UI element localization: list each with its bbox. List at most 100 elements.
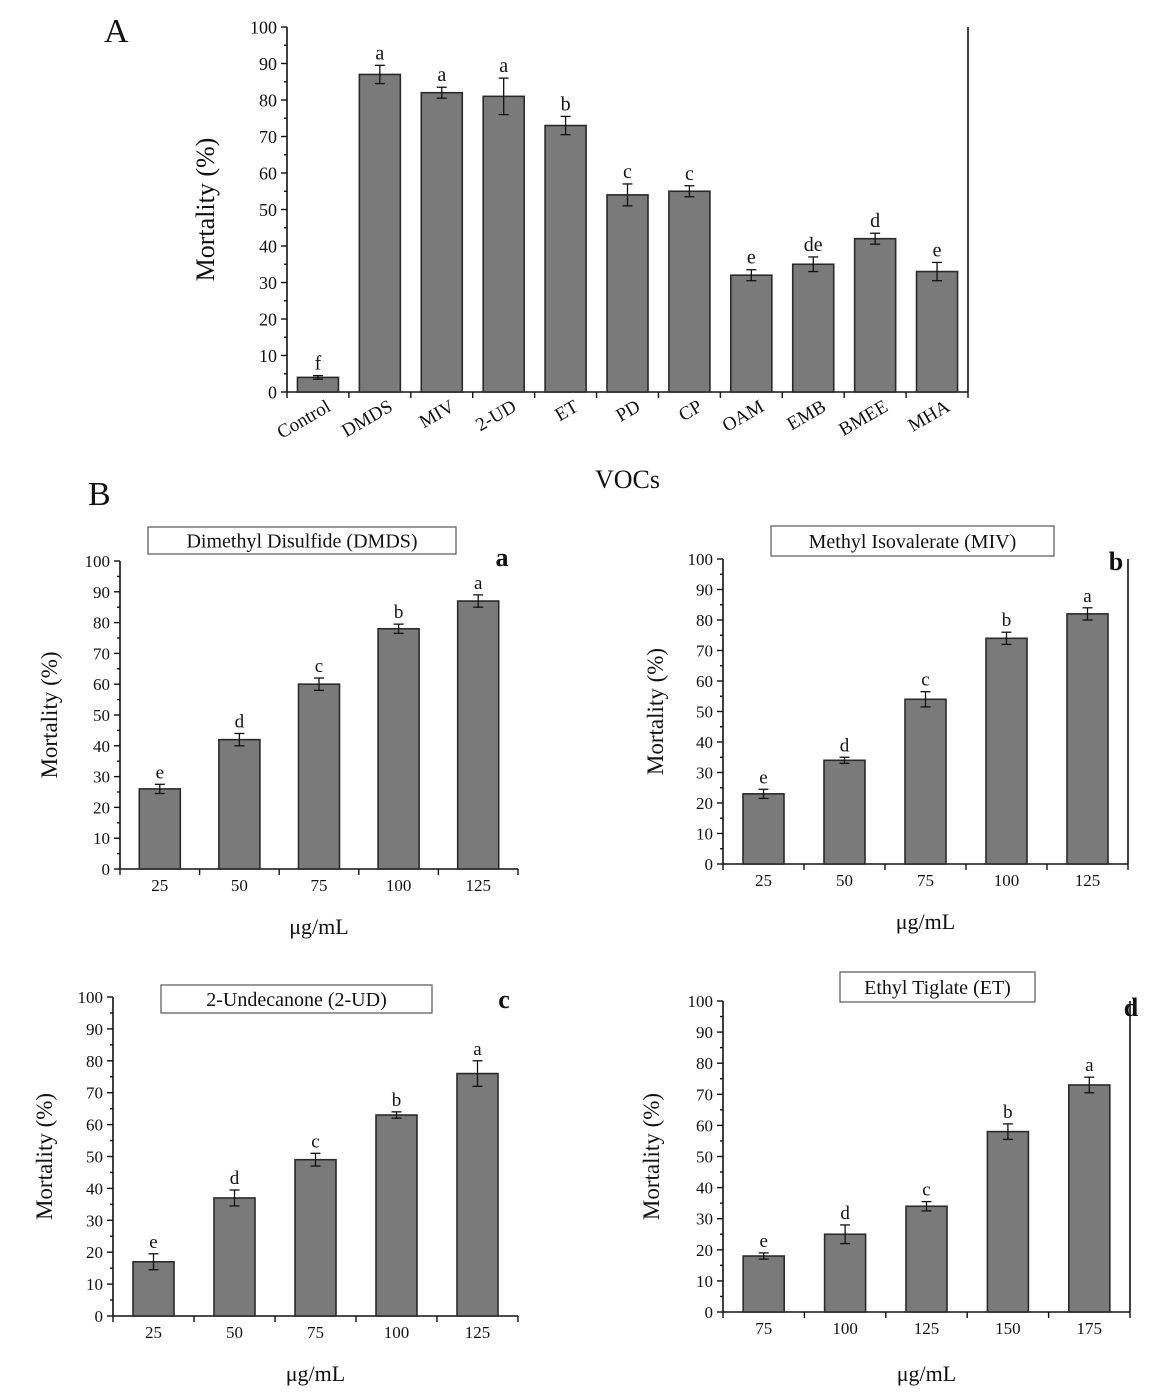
significance-letter: a bbox=[1085, 1055, 1094, 1076]
x-tick-label: 150 bbox=[995, 1319, 1021, 1338]
y-tick-label: 100 bbox=[250, 17, 277, 37]
significance-letter: b bbox=[1003, 1102, 1013, 1123]
y-tick-label: 80 bbox=[259, 90, 277, 110]
y-tick-label: 30 bbox=[86, 1211, 103, 1230]
x-tick-label: OAM bbox=[719, 396, 768, 436]
y-tick-label: 60 bbox=[86, 1116, 103, 1135]
x-tick-label: 100 bbox=[994, 871, 1020, 890]
significance-letter: b bbox=[392, 1090, 402, 1111]
bar bbox=[456, 1072, 499, 1317]
x-tick-label: 125 bbox=[914, 1319, 940, 1338]
y-tick-label: 50 bbox=[696, 1147, 713, 1166]
significance-letter: b bbox=[1002, 610, 1012, 631]
x-tick-label: ET bbox=[551, 396, 582, 426]
significance-letter: a bbox=[499, 55, 508, 77]
x-tick-label: CP bbox=[675, 396, 706, 426]
x-tick-label: 125 bbox=[465, 876, 491, 895]
x-tick-label: 75 bbox=[307, 1323, 324, 1342]
x-tick-label: 125 bbox=[465, 1323, 491, 1342]
x-tick-label: 2-UD bbox=[472, 396, 520, 436]
y-tick-label: 90 bbox=[86, 1020, 103, 1039]
y-tick-label: 70 bbox=[93, 644, 110, 663]
y-tick-label: 70 bbox=[696, 1085, 713, 1104]
bar bbox=[668, 190, 711, 393]
bar bbox=[1066, 613, 1109, 865]
x-tick-label: 50 bbox=[226, 1323, 243, 1342]
bar bbox=[915, 270, 959, 393]
significance-letter: b bbox=[394, 602, 404, 623]
bar bbox=[904, 698, 947, 865]
significance-letter: d bbox=[235, 711, 245, 732]
significance-letter: f bbox=[315, 353, 322, 375]
significance-letter: c bbox=[685, 163, 694, 185]
bar bbox=[730, 274, 773, 393]
y-tick-label: 30 bbox=[696, 1210, 713, 1229]
significance-letter: c bbox=[311, 1131, 319, 1152]
x-axis-label: μg/mL bbox=[286, 1361, 345, 1386]
x-tick-label: 100 bbox=[384, 1323, 410, 1342]
x-axis-label: μg/mL bbox=[896, 909, 955, 934]
significance-letter: e bbox=[759, 767, 767, 788]
chart-title: Ethyl Tiglate (ET) bbox=[864, 977, 1011, 999]
bar bbox=[482, 95, 525, 393]
chart-title: Dimethyl Disulfide (DMDS) bbox=[186, 531, 417, 553]
y-tick-label: 50 bbox=[93, 706, 110, 725]
y-tick-label: 0 bbox=[102, 860, 111, 879]
bar bbox=[1068, 1084, 1111, 1313]
significance-letter: a bbox=[375, 42, 384, 64]
panel-corner-label: b bbox=[1109, 547, 1123, 576]
panel-label-A: A bbox=[104, 13, 129, 50]
significance-letter: e bbox=[759, 1231, 767, 1252]
x-tick-label: MIV bbox=[416, 396, 459, 433]
x-axis-label: VOCs bbox=[595, 465, 660, 494]
chart-title: 2-Undecanone (2-UD) bbox=[206, 989, 386, 1011]
significance-letter: e bbox=[933, 239, 942, 261]
x-tick-label: DMDS bbox=[338, 396, 396, 442]
y-tick-label: 10 bbox=[259, 346, 277, 366]
y-tick-label: 0 bbox=[705, 1303, 714, 1322]
significance-letter: d bbox=[230, 1168, 240, 1189]
significance-letter: d bbox=[840, 735, 850, 756]
y-tick-label: 80 bbox=[93, 614, 110, 633]
x-tick-label: 25 bbox=[145, 1323, 162, 1342]
bar bbox=[138, 788, 182, 870]
bar bbox=[791, 263, 835, 393]
significance-letter: c bbox=[623, 161, 632, 183]
y-tick-label: 30 bbox=[93, 768, 110, 787]
significance-letter: c bbox=[315, 656, 323, 677]
y-tick-label: 80 bbox=[86, 1052, 103, 1071]
x-tick-label: 75 bbox=[311, 876, 328, 895]
bar bbox=[853, 237, 897, 393]
significance-letter: b bbox=[561, 93, 571, 115]
y-tick-label: 30 bbox=[696, 763, 713, 782]
y-tick-label: 40 bbox=[259, 236, 277, 256]
y-tick-label: 60 bbox=[259, 163, 277, 183]
y-axis-label: Mortality (%) bbox=[32, 1093, 57, 1220]
y-tick-label: 20 bbox=[86, 1243, 103, 1262]
x-axis-label: μg/mL bbox=[289, 914, 348, 939]
x-tick-label: 125 bbox=[1075, 871, 1101, 890]
chart-d: 0 10 20 30 40 50 60 70 80 90 100 e 75 d 100 c 125 b 150 a 17… bbox=[639, 971, 1139, 1386]
significance-letter: a bbox=[473, 1039, 482, 1060]
panel-corner-label: d bbox=[1124, 993, 1139, 1022]
y-tick-label: 40 bbox=[696, 1179, 713, 1198]
bar bbox=[905, 1205, 948, 1313]
y-tick-label: 10 bbox=[696, 824, 713, 843]
x-tick-label: 25 bbox=[755, 871, 772, 890]
bar bbox=[375, 1114, 418, 1317]
x-tick-label: PD bbox=[612, 396, 644, 426]
y-tick-label: 10 bbox=[86, 1275, 103, 1294]
y-tick-label: 0 bbox=[268, 382, 277, 402]
chart-title: Methyl Isovalerate (MIV) bbox=[809, 531, 1017, 553]
y-tick-label: 20 bbox=[93, 798, 110, 817]
chart-a: 0 10 20 30 40 50 60 70 80 90 100 e 25 d 50 c 75 b 100 a 125 μ… bbox=[37, 526, 519, 939]
x-tick-label: 100 bbox=[386, 876, 412, 895]
y-tick-label: 90 bbox=[93, 583, 110, 602]
y-tick-label: 80 bbox=[696, 611, 713, 630]
bar bbox=[218, 738, 261, 870]
y-tick-label: 70 bbox=[696, 641, 713, 660]
y-tick-label: 20 bbox=[259, 309, 277, 329]
bar bbox=[456, 600, 500, 870]
bar bbox=[420, 91, 464, 393]
